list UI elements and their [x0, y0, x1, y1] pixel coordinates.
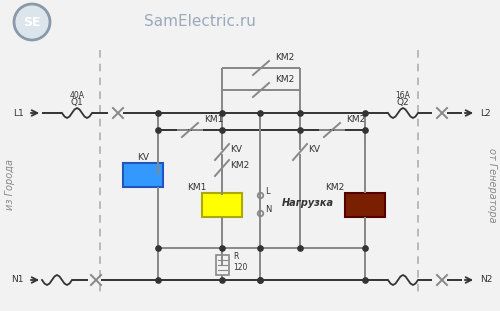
Bar — [216, 255, 228, 275]
Text: KM2: KM2 — [275, 53, 294, 63]
Text: KM2: KM2 — [346, 115, 365, 124]
Text: KM1: KM1 — [204, 115, 224, 124]
Text: R
120: R 120 — [233, 252, 248, 272]
Text: KV: KV — [137, 152, 149, 161]
Text: 40A: 40A — [70, 91, 84, 100]
Bar — [202, 193, 242, 217]
Text: KV: KV — [308, 146, 320, 155]
Text: KV: KV — [230, 146, 242, 155]
Bar — [123, 163, 163, 187]
Text: от Генератора: от Генератора — [487, 148, 497, 222]
Text: L1: L1 — [13, 109, 24, 118]
Text: KM2: KM2 — [230, 161, 249, 170]
Text: SE: SE — [23, 16, 41, 29]
Text: SamElectric.ru: SamElectric.ru — [144, 15, 256, 30]
Text: Нагрузка: Нагрузка — [282, 198, 334, 208]
Text: KM2: KM2 — [326, 183, 344, 192]
Text: Q1: Q1 — [70, 99, 84, 108]
Text: N1: N1 — [12, 276, 24, 285]
Text: KM2: KM2 — [275, 76, 294, 85]
Text: L2: L2 — [480, 109, 490, 118]
Text: L: L — [265, 188, 270, 197]
Text: из Города: из Города — [5, 160, 15, 211]
Text: N: N — [265, 206, 272, 215]
Text: Q2: Q2 — [396, 99, 409, 108]
Text: KM1: KM1 — [188, 183, 206, 192]
Bar — [345, 193, 385, 217]
Text: 16A: 16A — [396, 91, 410, 100]
Text: N2: N2 — [480, 276, 492, 285]
Circle shape — [14, 4, 50, 40]
